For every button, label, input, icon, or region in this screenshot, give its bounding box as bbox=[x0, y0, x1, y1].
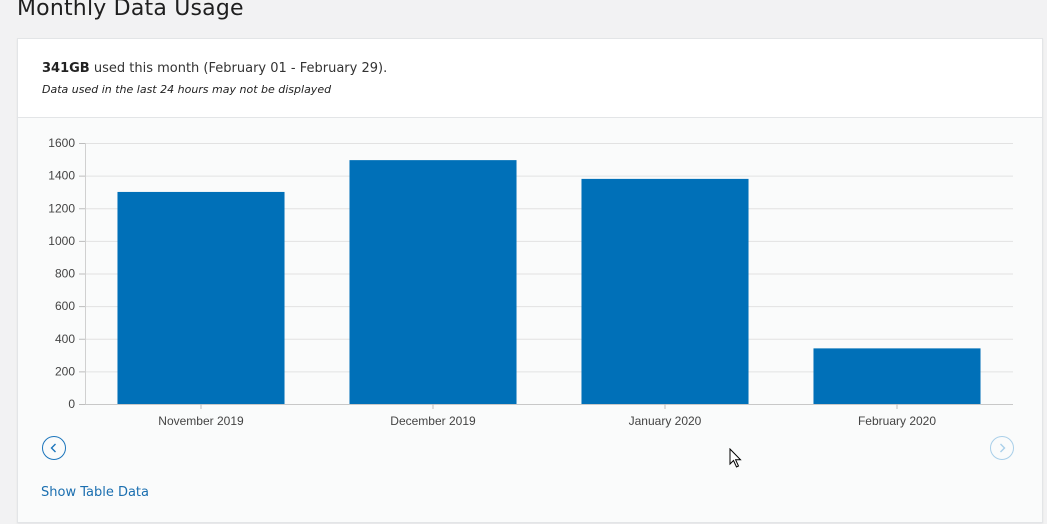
y-tick-label: 800 bbox=[55, 267, 75, 281]
y-tick-label: 1200 bbox=[48, 201, 75, 215]
y-tick-label: 200 bbox=[55, 364, 75, 378]
x-tick-label: January 2020 bbox=[629, 414, 702, 428]
card-header: 341GB used this month (February 01 - Feb… bbox=[18, 39, 1042, 118]
show-table-data-link[interactable]: Show Table Data bbox=[41, 485, 149, 500]
x-tick-label: February 2020 bbox=[858, 414, 936, 428]
chevron-right-icon bbox=[1000, 443, 1006, 453]
x-tick-label: December 2019 bbox=[390, 414, 476, 428]
y-tick-label: 1600 bbox=[48, 136, 75, 150]
bar bbox=[117, 191, 285, 404]
page-title: Monthly Data Usage bbox=[17, 0, 244, 21]
y-tick-label: 0 bbox=[68, 397, 75, 411]
bar bbox=[581, 178, 749, 404]
usage-amount: 341GB bbox=[42, 61, 90, 76]
y-tick-label: 600 bbox=[55, 299, 75, 313]
usage-summary: 341GB used this month (February 01 - Feb… bbox=[42, 61, 387, 76]
usage-period-text: used this month (February 01 - February … bbox=[89, 61, 388, 76]
x-tick-label: November 2019 bbox=[158, 414, 244, 428]
bar bbox=[349, 160, 517, 404]
next-period-button[interactable] bbox=[990, 436, 1014, 460]
mouse-pointer-icon bbox=[729, 448, 742, 468]
y-tick-label: 1400 bbox=[48, 169, 75, 183]
y-tick-label: 400 bbox=[55, 332, 75, 346]
chevron-left-icon bbox=[50, 443, 56, 453]
bar bbox=[813, 348, 981, 404]
previous-period-button[interactable] bbox=[42, 436, 66, 460]
y-tick-label: 1000 bbox=[48, 234, 75, 248]
usage-note: Data used in the last 24 hours may not b… bbox=[42, 83, 332, 96]
